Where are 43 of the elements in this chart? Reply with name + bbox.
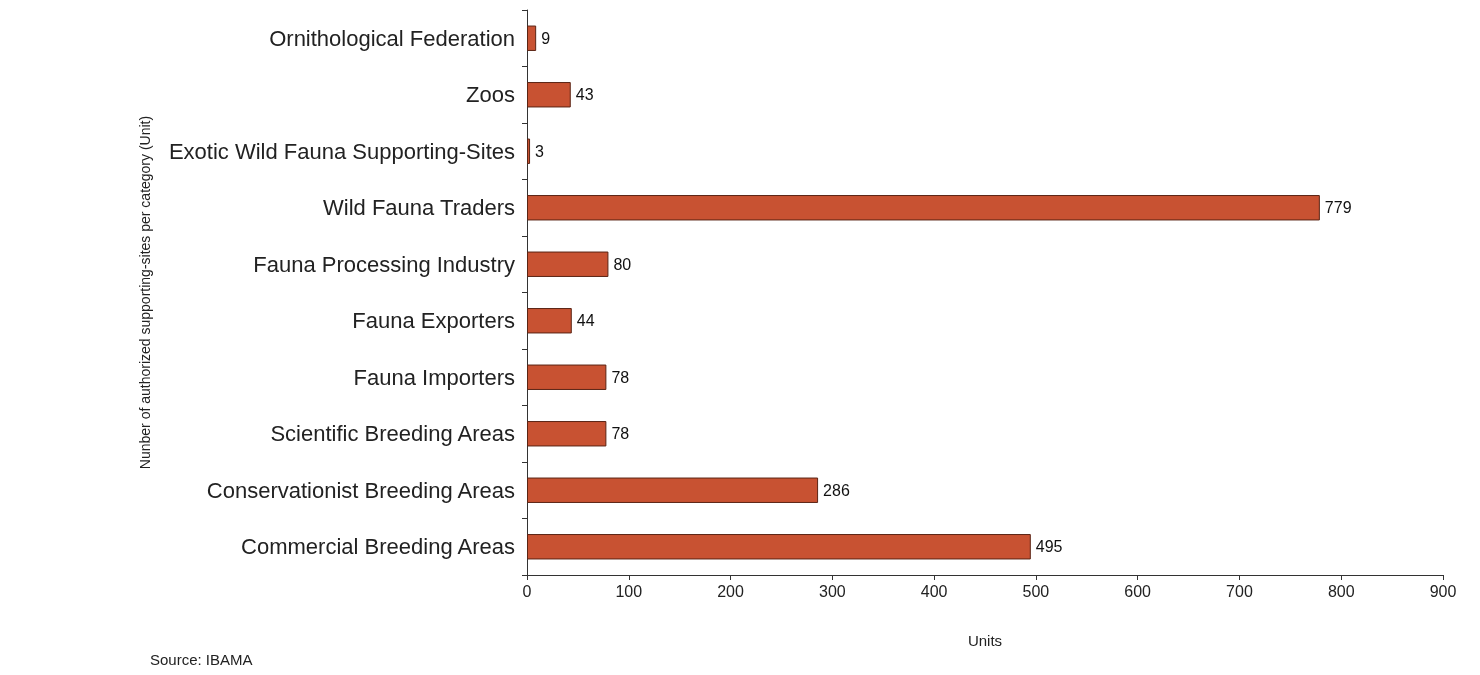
y-tick-label: Zoos [466,82,515,108]
data-label: 80 [613,255,632,273]
x-tick-label: 400 [920,582,948,600]
y-tick-label: Commercial Breeding Areas [241,534,515,560]
x-tick-label: 600 [1124,582,1152,600]
x-tick-label: 100 [615,582,643,600]
data-label: 78 [611,425,630,443]
x-tick-label: 0 [522,582,532,600]
y-axis-title: Nunber of authorized supporting-sites per category (Unit) [137,115,153,470]
bar [527,421,607,447]
x-tick-label: 900 [1429,582,1457,600]
data-label: 9 [541,29,551,47]
data-label: 44 [576,312,595,330]
bar [527,308,572,334]
data-label: 78 [611,368,630,386]
bar [527,534,1031,560]
x-axis-title: Units [967,632,1003,649]
x-tick-label: 800 [1327,582,1355,600]
bar [527,251,609,277]
x-tick-label: 200 [717,582,744,600]
bar [527,82,571,108]
y-tick-label: Conservationist Breeding Areas [206,477,515,503]
data-label: 43 [575,86,594,104]
y-tick-label: Fauna Exporters [352,308,515,334]
bar [527,477,819,503]
source-note: Source: IBAMA [150,651,253,668]
y-tick-label: Exotic Wild Fauna Supporting-Sites [168,138,515,164]
x-tick-label: 500 [1022,582,1050,600]
y-tick-label: Wild Fauna Traders [323,195,515,221]
y-tick-label: Fauna Processing Industry [253,251,515,277]
bar [527,25,537,51]
y-tick-label: Scientific Breeding Areas [270,421,515,447]
data-label: 779 [1324,199,1352,217]
bar [527,364,607,390]
y-tick-label: Fauna Importers [353,364,515,390]
bar [527,138,531,164]
data-label: 3 [535,142,545,160]
data-label: 286 [823,481,850,499]
y-tick-label: Ornithological Federation [269,25,515,51]
bar [527,195,1320,221]
data-label: 495 [1035,538,1063,556]
x-tick-label: 300 [818,582,846,600]
x-tick-label: 700 [1226,582,1253,600]
